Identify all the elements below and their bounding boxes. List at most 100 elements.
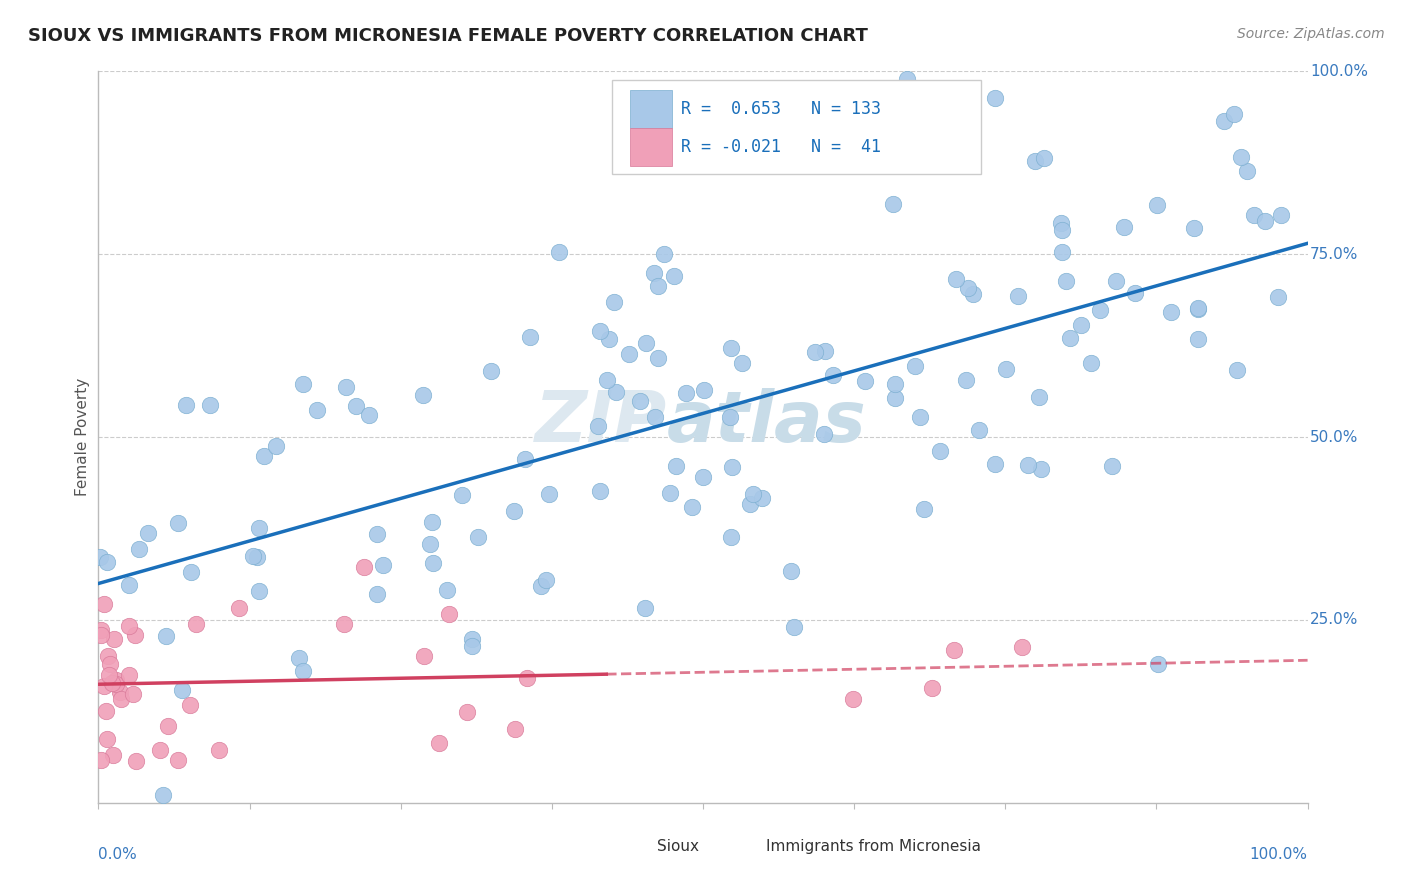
- Point: [1017, 458, 1039, 472]
- Point: [94, 704, 117, 718]
- Point: [945, 271, 967, 285]
- Point: [1033, 151, 1056, 165]
- Point: [942, 643, 965, 657]
- Point: [751, 491, 773, 506]
- Point: [634, 601, 657, 615]
- Point: [984, 91, 1007, 105]
- Point: [1070, 318, 1092, 333]
- Point: [420, 515, 443, 529]
- Point: [1226, 363, 1249, 377]
- Point: [412, 648, 434, 663]
- Point: [98, 668, 121, 682]
- Point: [292, 665, 315, 679]
- Point: [1187, 301, 1209, 315]
- Point: [1146, 198, 1168, 212]
- Point: [738, 497, 761, 511]
- Point: [104, 676, 127, 690]
- Point: [228, 601, 250, 615]
- Point: [1080, 355, 1102, 369]
- Point: [1187, 332, 1209, 346]
- Point: [155, 629, 177, 643]
- Text: atlas: atlas: [666, 388, 866, 457]
- Point: [912, 502, 935, 516]
- Point: [731, 356, 754, 370]
- Point: [1007, 289, 1029, 303]
- Text: 100.0%: 100.0%: [1250, 847, 1308, 862]
- Point: [530, 579, 553, 593]
- Text: 25.0%: 25.0%: [1310, 613, 1358, 627]
- Point: [595, 373, 617, 387]
- Point: [742, 487, 765, 501]
- Point: [647, 279, 669, 293]
- Point: [419, 537, 441, 551]
- Point: [208, 743, 231, 757]
- Point: [429, 735, 451, 749]
- Point: [1213, 113, 1236, 128]
- Point: [1223, 107, 1246, 121]
- Point: [242, 549, 264, 563]
- Point: [450, 487, 472, 501]
- FancyBboxPatch shape: [621, 834, 654, 859]
- Point: [681, 500, 703, 515]
- Point: [884, 377, 907, 392]
- Point: [156, 719, 179, 733]
- Point: [536, 573, 558, 587]
- Point: [842, 692, 865, 706]
- Point: [1011, 640, 1033, 654]
- Point: [882, 196, 904, 211]
- Point: [118, 619, 141, 633]
- Point: [718, 410, 741, 425]
- Point: [359, 409, 381, 423]
- Point: [105, 673, 128, 688]
- Point: [467, 530, 489, 544]
- Point: [167, 516, 190, 530]
- Point: [184, 616, 207, 631]
- Point: [90, 623, 112, 637]
- Point: [96, 732, 118, 747]
- Point: [287, 651, 309, 665]
- Point: [589, 483, 612, 498]
- Point: [461, 632, 484, 647]
- Point: [167, 753, 190, 767]
- Point: [884, 391, 907, 405]
- Point: [103, 632, 125, 646]
- Point: [371, 558, 394, 572]
- Point: [124, 627, 146, 641]
- Point: [98, 657, 121, 671]
- Point: [643, 266, 665, 280]
- Point: [1184, 220, 1206, 235]
- Point: [586, 419, 609, 434]
- Point: [436, 582, 458, 597]
- Point: [782, 620, 804, 634]
- Point: [1187, 301, 1209, 316]
- Point: [823, 368, 845, 382]
- Point: [647, 351, 669, 366]
- Point: [644, 409, 666, 424]
- Text: R =  0.653   N = 133: R = 0.653 N = 133: [682, 100, 882, 118]
- Point: [721, 459, 744, 474]
- Point: [136, 525, 159, 540]
- Point: [1230, 150, 1253, 164]
- Point: [502, 503, 524, 517]
- Point: [180, 565, 202, 579]
- Point: [125, 755, 148, 769]
- Point: [439, 607, 461, 622]
- Point: [896, 71, 918, 86]
- Point: [1236, 163, 1258, 178]
- Point: [97, 649, 120, 664]
- Point: [179, 698, 201, 712]
- Point: [720, 341, 742, 355]
- Point: [804, 345, 827, 359]
- Point: [246, 549, 269, 564]
- Text: ZIP: ZIP: [534, 388, 666, 457]
- Point: [128, 542, 150, 557]
- Point: [366, 587, 388, 601]
- Point: [1028, 390, 1050, 404]
- Text: 0.0%: 0.0%: [98, 847, 138, 862]
- Point: [967, 423, 990, 437]
- Point: [779, 564, 801, 578]
- Point: [1101, 459, 1123, 474]
- Point: [1160, 305, 1182, 319]
- Point: [693, 384, 716, 398]
- FancyBboxPatch shape: [630, 90, 672, 128]
